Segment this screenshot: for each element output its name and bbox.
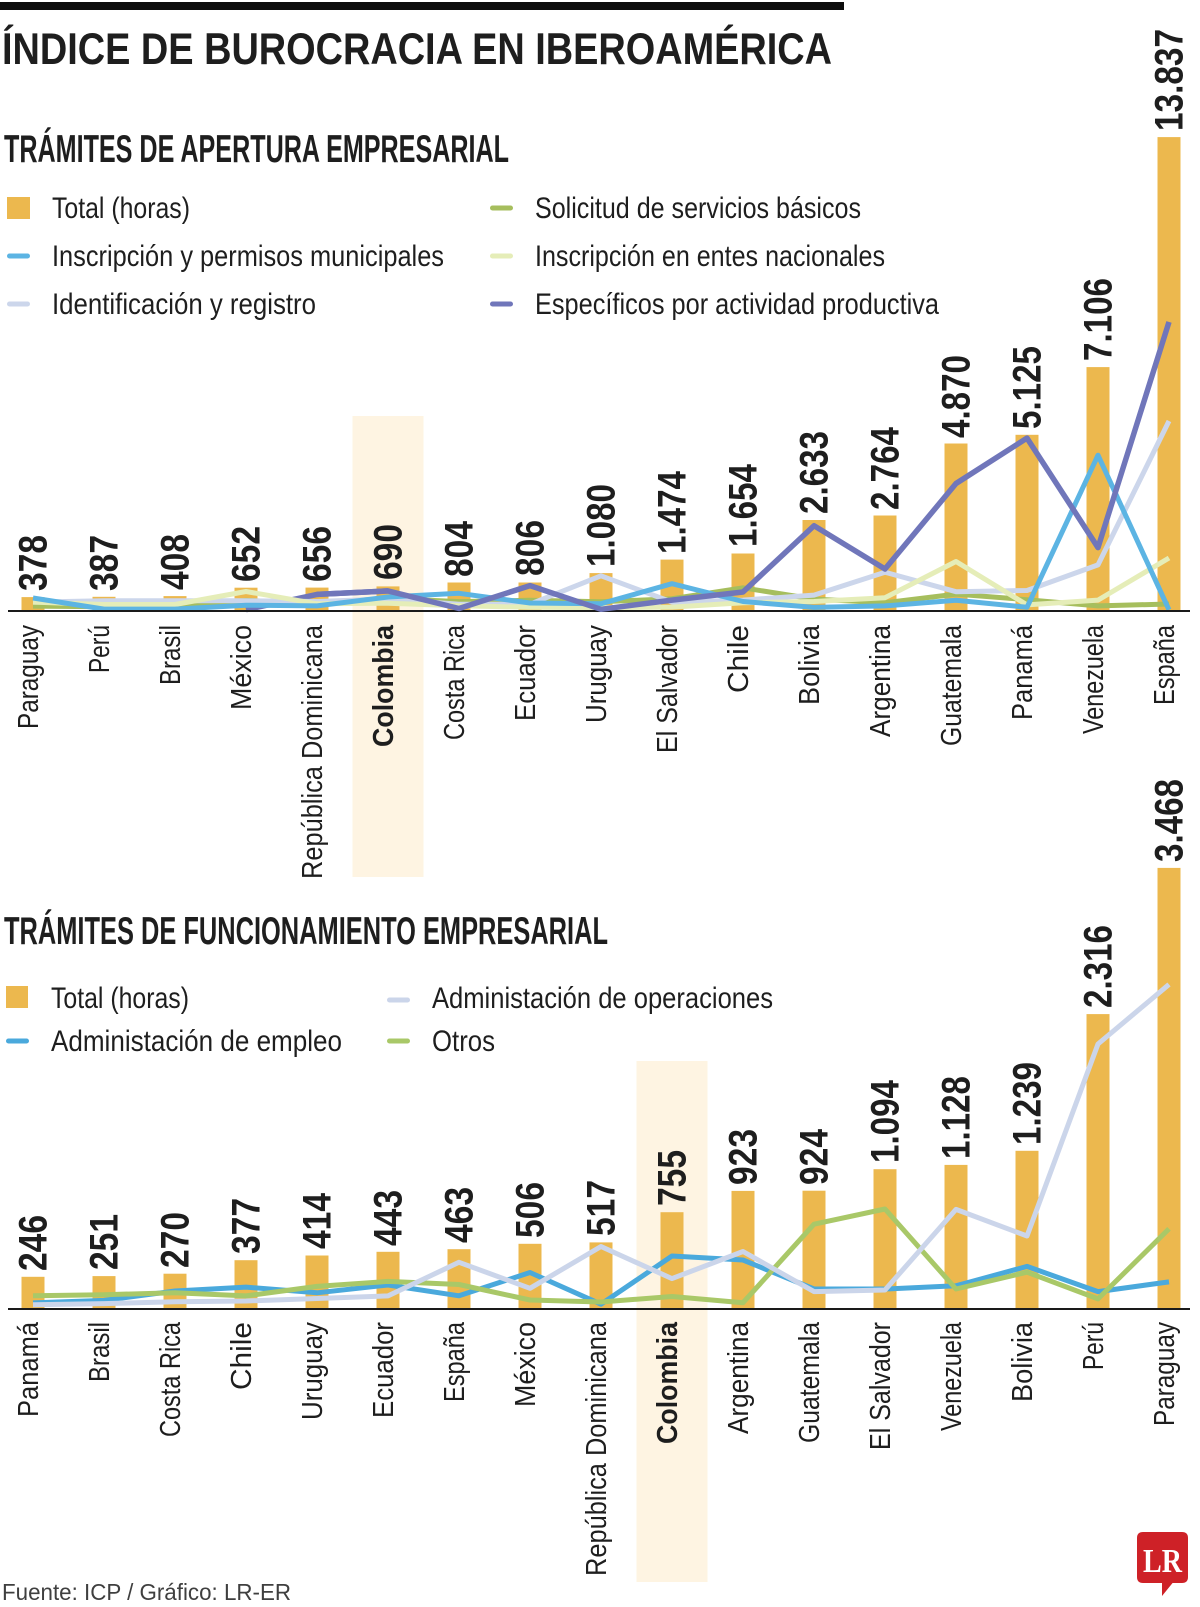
svg-text:755: 755 xyxy=(651,1150,695,1206)
svg-text:Total (horas): Total (horas) xyxy=(51,982,189,1015)
svg-text:806: 806 xyxy=(509,520,553,576)
svg-text:1.654: 1.654 xyxy=(722,463,766,547)
svg-text:Uruguay: Uruguay xyxy=(581,625,613,723)
svg-text:Costa Rica: Costa Rica xyxy=(155,1321,187,1437)
svg-text:Brasil: Brasil xyxy=(155,625,187,685)
svg-text:408: 408 xyxy=(154,534,198,590)
svg-text:Inscripción en entes nacionale: Inscripción en entes nacionales xyxy=(535,240,885,273)
svg-text:República Dominicana: República Dominicana xyxy=(581,1321,613,1576)
svg-text:377: 377 xyxy=(225,1198,269,1254)
svg-text:El Salvador: El Salvador xyxy=(865,1322,897,1450)
svg-text:463: 463 xyxy=(438,1187,482,1243)
svg-text:Fuente: ICP / Gráfico: LR-ER: Fuente: ICP / Gráfico: LR-ER xyxy=(2,1579,291,1605)
svg-text:Uruguay: Uruguay xyxy=(297,1322,329,1420)
svg-text:1.239: 1.239 xyxy=(1006,1062,1050,1145)
svg-text:Panamá: Panamá xyxy=(13,1321,45,1417)
svg-text:Guatemala: Guatemala xyxy=(794,1321,826,1443)
svg-text:España: España xyxy=(1149,624,1181,705)
svg-text:TRÁMITES DE FUNCIONAMIENTO EMP: TRÁMITES DE FUNCIONAMIENTO EMPRESARIAL xyxy=(4,909,608,953)
svg-text:Argentina: Argentina xyxy=(865,624,897,737)
svg-text:Costa Rica: Costa Rica xyxy=(439,624,471,740)
svg-text:2.633: 2.633 xyxy=(793,431,837,514)
svg-text:Guatemala: Guatemala xyxy=(936,624,968,746)
svg-text:Venezuela: Venezuela xyxy=(936,1321,968,1431)
svg-text:Específicos por actividad prod: Específicos por actividad productiva xyxy=(535,288,939,321)
svg-text:Colombia: Colombia xyxy=(368,624,400,747)
svg-text:Paraguay: Paraguay xyxy=(1149,1322,1181,1426)
svg-text:Chile: Chile xyxy=(723,625,755,693)
svg-text:13.837: 13.837 xyxy=(1148,29,1192,131)
svg-text:España: España xyxy=(439,1321,471,1402)
svg-text:804: 804 xyxy=(438,520,482,577)
svg-text:414: 414 xyxy=(296,1192,340,1249)
svg-text:Bolivia: Bolivia xyxy=(794,624,826,705)
svg-text:924: 924 xyxy=(793,1128,837,1185)
svg-text:LR: LR xyxy=(1143,1543,1182,1580)
svg-text:Total (horas): Total (horas) xyxy=(52,192,190,225)
svg-text:ÍNDICE DE BUROCRACIA EN IBEROA: ÍNDICE DE BUROCRACIA EN IBEROAMÉRICA xyxy=(2,24,832,74)
svg-text:El Salvador: El Salvador xyxy=(652,625,684,753)
svg-text:Otros: Otros xyxy=(432,1025,495,1058)
svg-text:517: 517 xyxy=(580,1180,624,1236)
svg-text:1.128: 1.128 xyxy=(935,1076,979,1159)
svg-text:Brasil: Brasil xyxy=(84,1322,116,1382)
svg-text:Identificación y registro: Identificación y registro xyxy=(52,288,316,321)
svg-text:Ecuador: Ecuador xyxy=(510,625,542,721)
svg-text:7.106: 7.106 xyxy=(1077,278,1121,361)
svg-text:Ecuador: Ecuador xyxy=(368,1322,400,1418)
svg-text:México: México xyxy=(226,625,258,710)
svg-text:Chile: Chile xyxy=(226,1322,258,1390)
svg-text:387: 387 xyxy=(83,535,127,591)
svg-text:3.468: 3.468 xyxy=(1148,779,1192,862)
svg-text:Inscripción y permisos municip: Inscripción y permisos municipales xyxy=(52,240,444,273)
svg-text:251: 251 xyxy=(83,1214,127,1270)
svg-text:1.094: 1.094 xyxy=(864,1079,908,1163)
svg-text:652: 652 xyxy=(225,526,269,582)
svg-text:690: 690 xyxy=(367,524,411,580)
svg-text:Perú: Perú xyxy=(1078,1322,1110,1370)
svg-text:Administación de empleo: Administación de empleo xyxy=(51,1025,342,1058)
svg-text:4.870: 4.870 xyxy=(935,355,979,438)
svg-text:Perú: Perú xyxy=(84,625,116,673)
svg-text:246: 246 xyxy=(12,1215,56,1271)
svg-text:República Dominicana: República Dominicana xyxy=(297,624,329,879)
svg-text:Paraguay: Paraguay xyxy=(13,625,45,729)
svg-text:2.316: 2.316 xyxy=(1077,925,1121,1008)
svg-text:378: 378 xyxy=(12,535,56,591)
svg-text:Colombia: Colombia xyxy=(652,1321,684,1444)
svg-text:Argentina: Argentina xyxy=(723,1321,755,1434)
svg-text:5.125: 5.125 xyxy=(1006,346,1050,429)
svg-text:1.080: 1.080 xyxy=(580,484,624,567)
svg-text:506: 506 xyxy=(509,1182,553,1238)
svg-text:Administación de operaciones: Administación de operaciones xyxy=(432,982,773,1015)
svg-text:TRÁMITES DE APERTURA EMPRESARI: TRÁMITES DE APERTURA EMPRESARIAL xyxy=(4,127,509,171)
svg-text:Bolivia: Bolivia xyxy=(1007,1321,1039,1402)
svg-text:Venezuela: Venezuela xyxy=(1078,624,1110,734)
svg-text:México: México xyxy=(510,1322,542,1407)
svg-text:Solicitud de servicios básicos: Solicitud de servicios básicos xyxy=(535,192,861,225)
svg-text:2.764: 2.764 xyxy=(864,426,908,510)
svg-text:270: 270 xyxy=(154,1212,198,1268)
svg-text:923: 923 xyxy=(722,1129,766,1185)
svg-text:1.474: 1.474 xyxy=(651,470,695,554)
svg-text:656: 656 xyxy=(296,526,340,582)
svg-text:Panamá: Panamá xyxy=(1007,624,1039,720)
svg-text:443: 443 xyxy=(367,1190,411,1246)
